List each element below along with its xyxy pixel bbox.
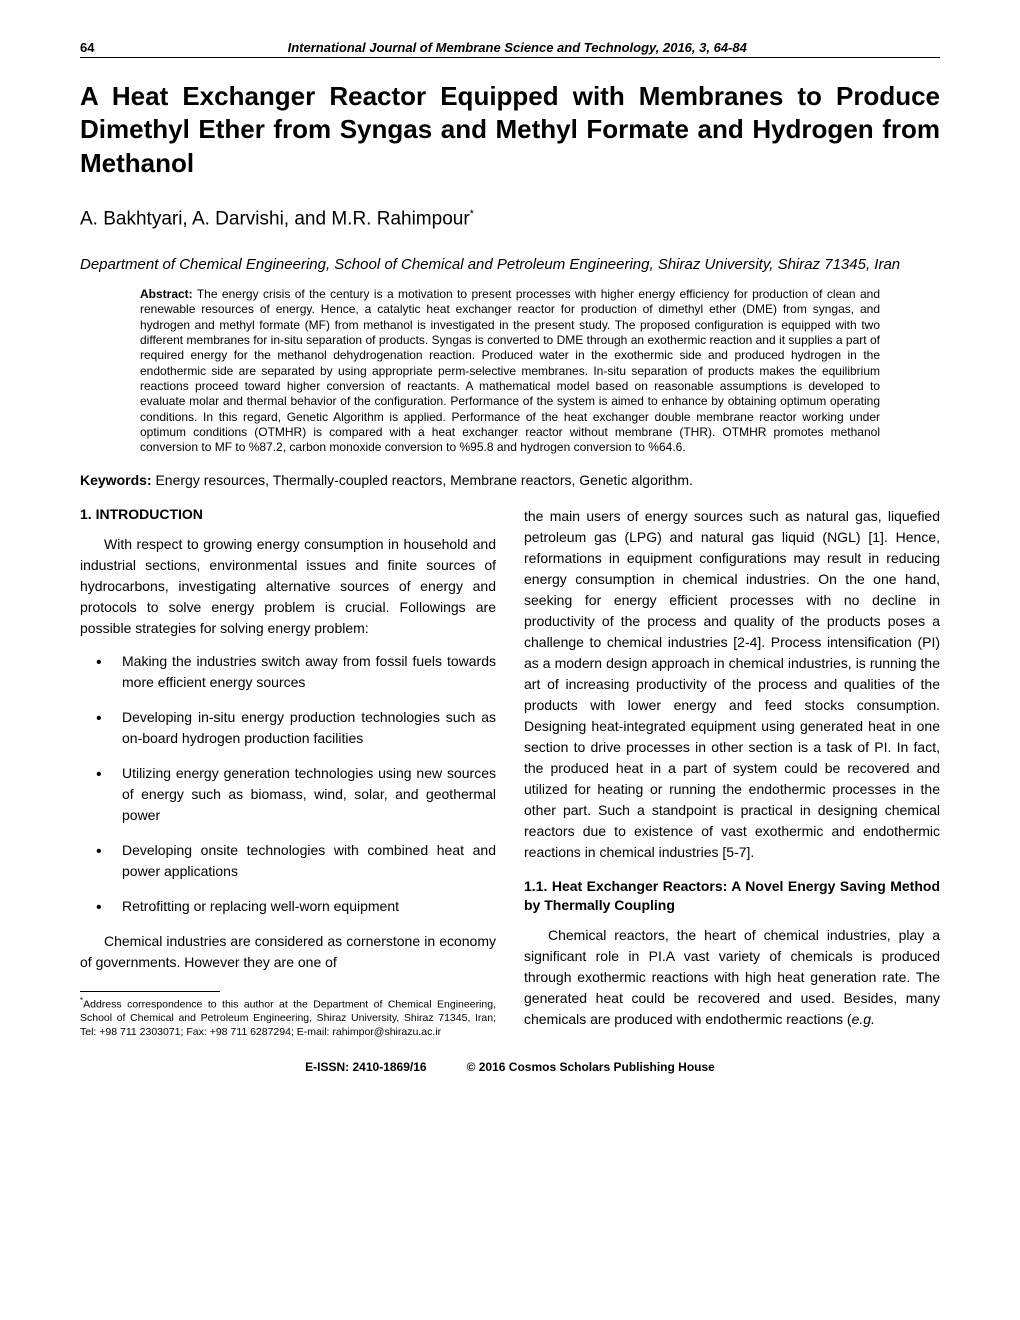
list-item: Utilizing energy generation technologies…	[80, 763, 496, 826]
article-title: A Heat Exchanger Reactor Equipped with M…	[80, 80, 940, 180]
list-item: Developing onsite technologies with comb…	[80, 840, 496, 882]
page-number: 64	[80, 40, 94, 55]
list-item: Developing in-situ energy production tec…	[80, 707, 496, 749]
para2-part-a: Chemical reactors, the heart of chemical…	[524, 927, 940, 1027]
footnote-text: Address correspondence to this author at…	[80, 998, 496, 1037]
subsection-heading-1-1: 1.1. Heat Exchanger Reactors: A Novel En…	[524, 877, 940, 915]
right-paragraph-1: the main users of energy sources such as…	[524, 506, 940, 863]
abstract: Abstract: The energy crisis of the centu…	[140, 287, 880, 456]
section-heading-introduction: 1. INTRODUCTION	[80, 506, 496, 522]
strategy-bullet-list: Making the industries switch away from f…	[80, 651, 496, 917]
journal-title-header: International Journal of Membrane Scienc…	[94, 40, 940, 55]
abstract-text: The energy crisis of the century is a mo…	[140, 287, 880, 455]
left-column: 1. INTRODUCTION With respect to growing …	[80, 506, 496, 1042]
abstract-label: Abstract:	[140, 287, 193, 301]
right-column: the main users of energy sources such as…	[524, 506, 940, 1042]
page-footer: E-ISSN: 2410-1869/16 © 2016 Cosmos Schol…	[80, 1060, 940, 1074]
intro-paragraph-1: With respect to growing energy consumpti…	[80, 534, 496, 639]
copyright: © 2016 Cosmos Scholars Publishing House	[467, 1060, 715, 1074]
keywords-label: Keywords:	[80, 472, 152, 488]
list-item: Retrofitting or replacing well-worn equi…	[80, 896, 496, 917]
eissn: E-ISSN: 2410-1869/16	[305, 1060, 426, 1074]
authors-line: A. Bakhtyari, A. Darvishi, and M.R. Rahi…	[80, 208, 940, 230]
affiliation: Department of Chemical Engineering, Scho…	[80, 256, 940, 275]
list-item: Making the industries switch away from f…	[80, 651, 496, 693]
body-columns: 1. INTRODUCTION With respect to growing …	[80, 506, 940, 1042]
authors-names: A. Bakhtyari, A. Darvishi, and M.R. Rahi…	[80, 208, 470, 229]
corresponding-marker: *	[470, 208, 474, 220]
correspondence-footnote: *Address correspondence to this author a…	[80, 996, 496, 1039]
keywords: Keywords: Energy resources, Thermally-co…	[80, 472, 940, 488]
intro-paragraph-2: Chemical industries are considered as co…	[80, 931, 496, 973]
para2-eg: e.g.	[852, 1011, 875, 1027]
right-paragraph-2: Chemical reactors, the heart of chemical…	[524, 925, 940, 1030]
keywords-text: Energy resources, Thermally-coupled reac…	[152, 472, 693, 488]
page-header: 64 International Journal of Membrane Sci…	[80, 40, 940, 58]
footnote-rule	[80, 991, 220, 992]
